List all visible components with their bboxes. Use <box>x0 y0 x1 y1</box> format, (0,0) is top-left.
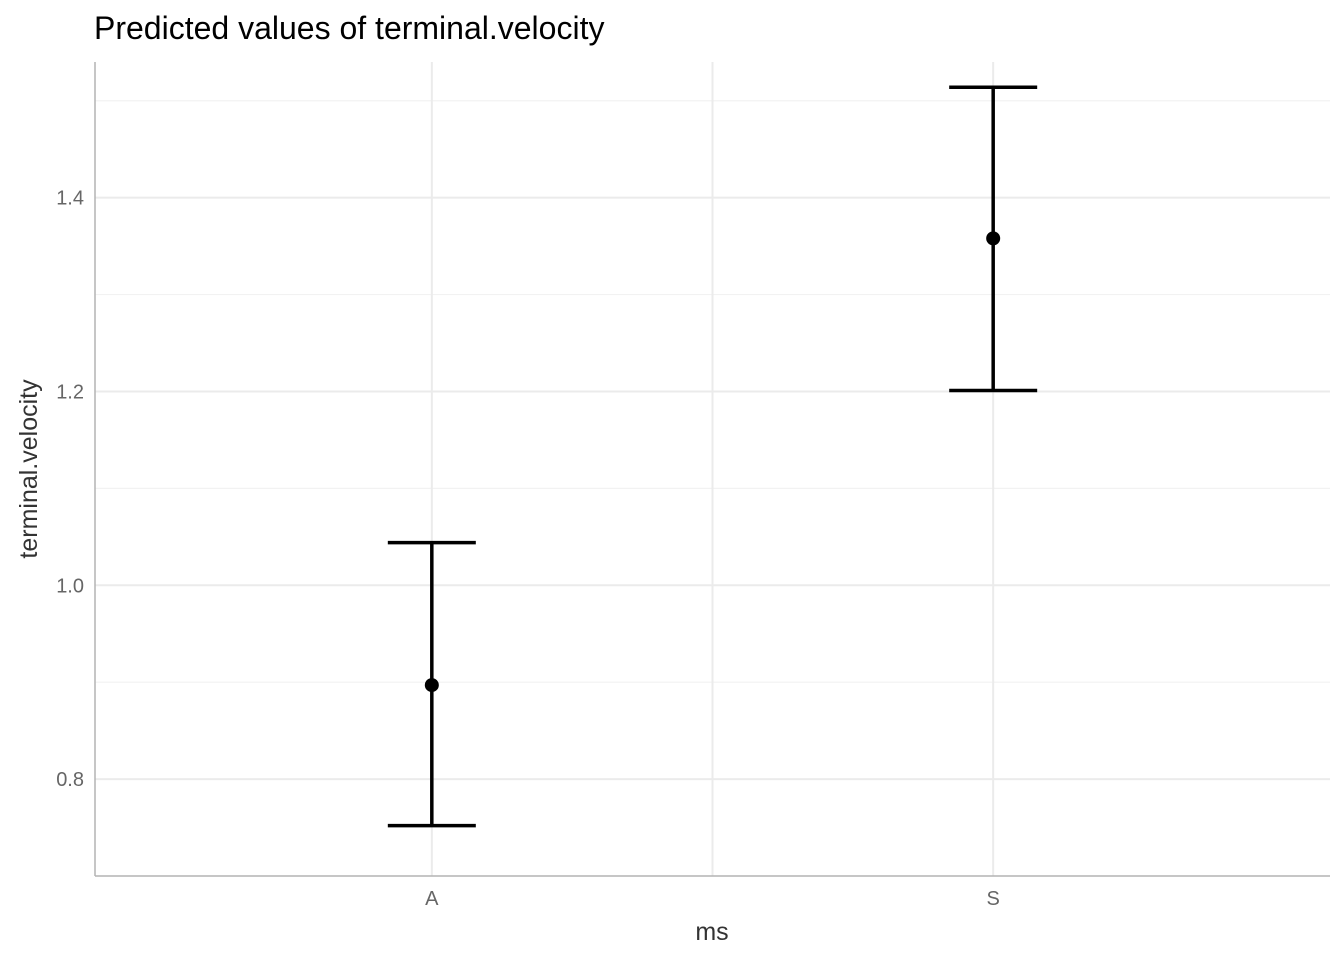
y-tick-label: 1.0 <box>56 575 84 597</box>
point-A <box>424 678 439 693</box>
y-tick-labels: 0.8 1.0 1.2 1.4 <box>56 188 84 791</box>
point-S <box>986 231 1001 246</box>
y-tick-label: 1.2 <box>56 381 84 403</box>
y-tick-label: 1.4 <box>56 188 84 210</box>
x-axis-title: ms <box>695 918 728 946</box>
y-axis-title: terminal.velocity <box>15 379 43 559</box>
y-tick-label: 0.8 <box>56 769 84 791</box>
x-tick-label: A <box>425 888 439 910</box>
axes <box>94 62 1330 877</box>
grid <box>95 62 1330 876</box>
x-tick-label: S <box>987 888 1000 910</box>
data-marks <box>387 85 1038 828</box>
chart-title: Predicted values of terminal.velocity <box>94 10 604 46</box>
